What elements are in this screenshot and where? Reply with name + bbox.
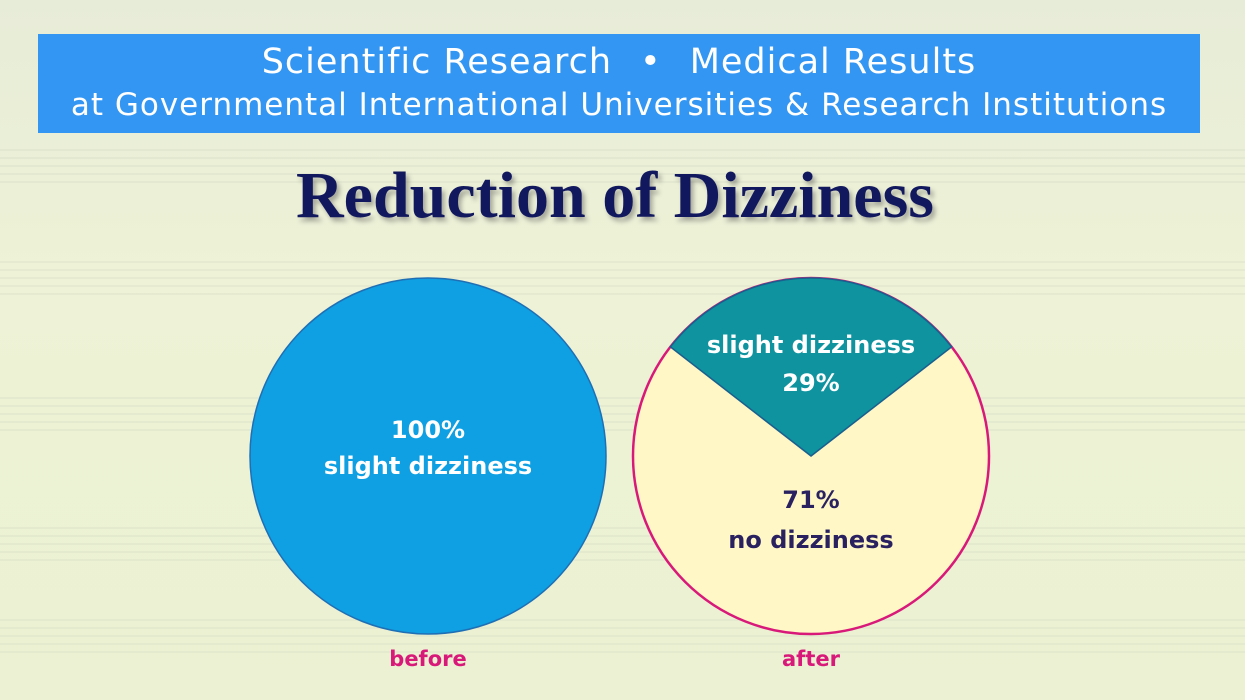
pie-after-caption: after (782, 647, 841, 671)
pie-after-none-value-label: 71% (782, 486, 839, 514)
pie-after-slice-slight-dizziness (669, 277, 953, 457)
banner-headline: Scientific Research • Medical Results (38, 42, 1200, 82)
pie-after-slight-category-label: slight dizziness (707, 331, 915, 359)
header-banner: Scientific Research • Medical Results at G… (38, 34, 1200, 133)
banner-medical-results: Medical Results (689, 42, 977, 82)
pie-before-slice-slight-dizziness (249, 277, 607, 635)
pie-after-none-category-label: no dizziness (728, 526, 893, 554)
page-title: Reduction of Dizziness (296, 159, 934, 232)
pie-after-slight-value-label: 29% (782, 369, 839, 397)
pie-before-caption: before (389, 647, 466, 671)
banner-subheadline: at Governmental International Universiti… (70, 87, 1168, 123)
banner-separator: • (640, 42, 662, 82)
pie-before-category-label: slight dizziness (324, 452, 532, 480)
banner-scientific-research: Scientific Research (261, 42, 613, 82)
pie-before-value-label: 100% (391, 416, 465, 444)
